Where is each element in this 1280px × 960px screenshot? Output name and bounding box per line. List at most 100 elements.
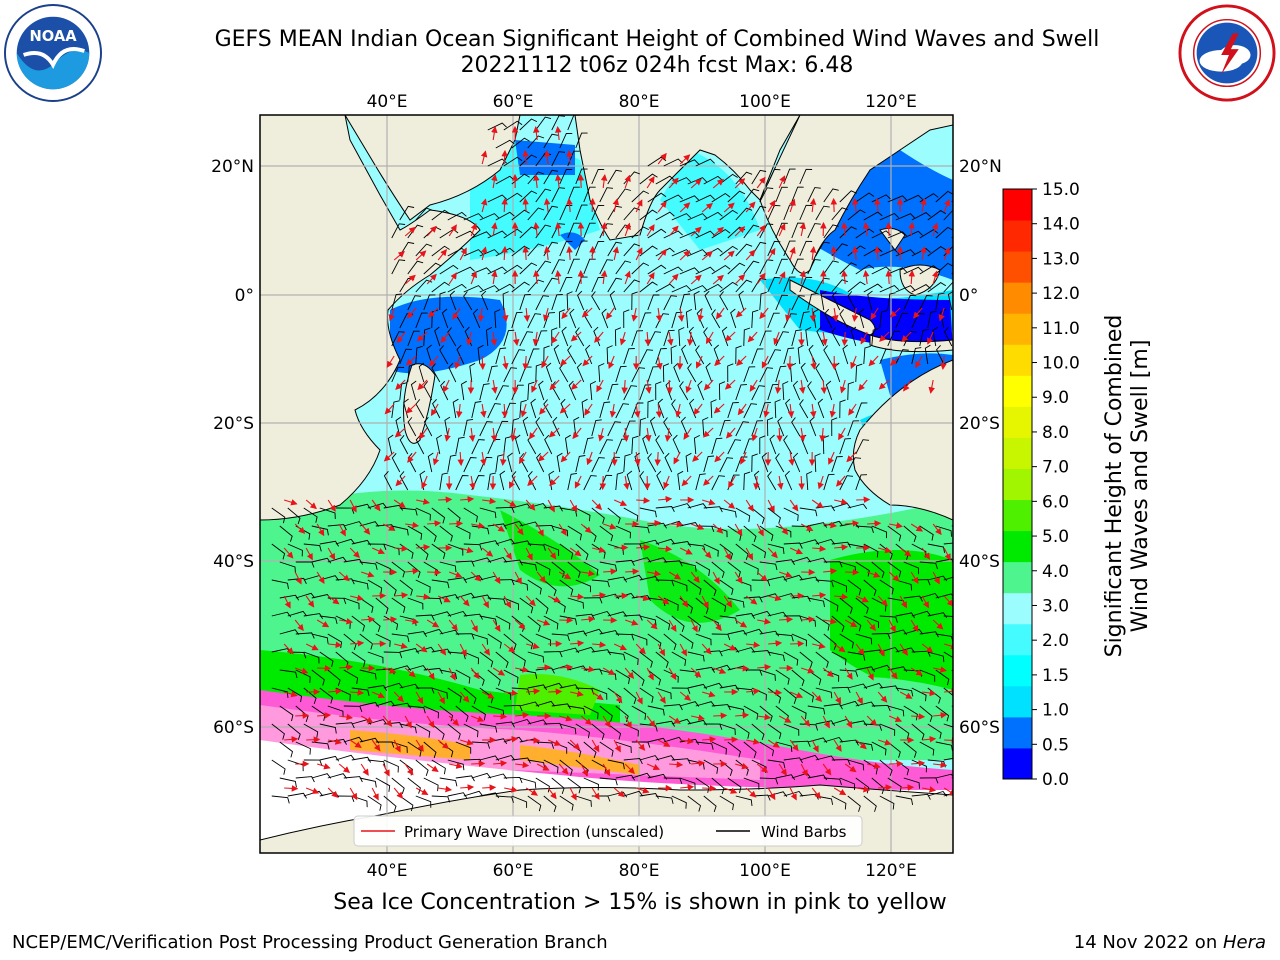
wind-barb <box>751 650 771 657</box>
wave-arrow <box>910 571 919 585</box>
wave-arrow <box>856 496 871 504</box>
wave-arrow <box>554 174 562 189</box>
wave-arrow <box>835 475 846 487</box>
wave-arrow <box>427 520 442 527</box>
colorbar-tick-label: 13.0 <box>1042 249 1080 269</box>
wind-barb <box>455 775 475 782</box>
wave-arrow <box>338 523 346 537</box>
wave-arrow <box>922 735 937 743</box>
wind-barb <box>696 308 705 329</box>
wave-arrow <box>339 713 354 721</box>
wave-arrow <box>723 499 736 509</box>
wind-barb <box>343 736 364 743</box>
wave-arrow <box>339 663 354 671</box>
wind-barb <box>559 543 574 560</box>
wave-arrow <box>591 739 600 753</box>
wind-barb <box>879 310 888 329</box>
wind-barb <box>407 417 417 437</box>
wind-barb <box>807 557 828 564</box>
wind-barb <box>719 457 734 473</box>
wind-barb <box>463 507 478 523</box>
wind-barb <box>623 453 631 473</box>
wave-arrow <box>570 331 582 342</box>
wind-barb <box>751 169 767 185</box>
wind-barb <box>695 561 711 577</box>
wind-barb <box>704 290 713 311</box>
wave-arrow <box>800 715 811 727</box>
wave-arrow <box>522 149 529 165</box>
wave-arrow <box>877 643 885 657</box>
wind-barb <box>655 615 671 631</box>
wind-barb <box>679 231 700 239</box>
wind-barb <box>791 633 807 647</box>
wind-barb <box>519 118 538 131</box>
wind-barb <box>936 344 945 365</box>
wave-arrow <box>667 331 674 346</box>
wave-arrow <box>774 379 782 394</box>
wave-arrow <box>870 307 879 320</box>
wave-arrow <box>801 616 816 623</box>
colorbar-segment <box>1003 747 1032 780</box>
wind-barb <box>711 704 731 711</box>
wind-barb <box>615 403 630 419</box>
wave-arrow <box>673 451 681 465</box>
wave-arrow <box>581 569 596 577</box>
wind-barb <box>436 434 442 455</box>
wind-barb <box>639 312 652 329</box>
wind-barb <box>759 187 774 203</box>
wave-arrow <box>327 787 339 798</box>
wind-barb <box>767 312 780 329</box>
wave-arrow <box>459 691 470 703</box>
wave-arrow <box>382 667 397 674</box>
wave-arrow <box>734 226 746 237</box>
wave-arrow <box>753 475 760 490</box>
wind-barb <box>791 595 811 602</box>
colorbar-segment <box>1003 468 1032 501</box>
wind-barb <box>487 633 502 649</box>
wave-arrow <box>460 784 475 791</box>
wind-barb <box>927 723 942 739</box>
wind-barb <box>671 285 692 293</box>
wave-arrow <box>480 150 488 165</box>
chart-subtitle: 20221112 t06z 024h fcst Max: 6.48 <box>460 53 854 78</box>
wind-barb <box>399 579 413 596</box>
wind-barb <box>951 525 953 527</box>
wind-barb <box>495 615 511 630</box>
colorbar-segment <box>1003 716 1032 749</box>
wind-barb <box>439 561 457 573</box>
wind-barb <box>879 615 898 623</box>
wind-barb <box>855 192 875 203</box>
wave-arrow <box>554 270 562 285</box>
wind-barb <box>807 259 821 275</box>
wind-barb <box>911 793 931 800</box>
wave-arrow <box>822 667 834 678</box>
wind-barb <box>663 669 679 683</box>
wind-barb <box>631 330 644 347</box>
wind-barb <box>943 576 953 581</box>
wind-barb <box>792 452 801 473</box>
wave-arrow <box>778 715 792 723</box>
wave-arrow <box>800 523 814 532</box>
wind-barb <box>568 380 577 401</box>
wind-barb <box>639 723 658 732</box>
wind-barb <box>719 291 729 311</box>
wind-barb <box>695 633 712 646</box>
wind-barb <box>479 456 493 473</box>
footer-date-text: 14 Nov 2022 on <box>1073 932 1223 953</box>
wind-barb <box>759 330 772 347</box>
wave-arrow <box>371 499 381 512</box>
wind-barb <box>639 755 660 761</box>
wave-arrow <box>851 307 859 322</box>
wind-barb <box>775 741 793 753</box>
wave-arrow <box>415 643 428 653</box>
wave-arrow <box>828 451 835 465</box>
wind-barb <box>367 685 387 691</box>
wind-barb <box>615 188 632 203</box>
wind-barb <box>455 741 472 754</box>
wind-barb <box>639 793 659 799</box>
wind-barb <box>418 362 425 383</box>
wind-barb <box>431 281 450 293</box>
colorbar-segment <box>1003 561 1032 594</box>
wind-barb <box>399 471 409 491</box>
wave-arrow <box>594 331 604 343</box>
